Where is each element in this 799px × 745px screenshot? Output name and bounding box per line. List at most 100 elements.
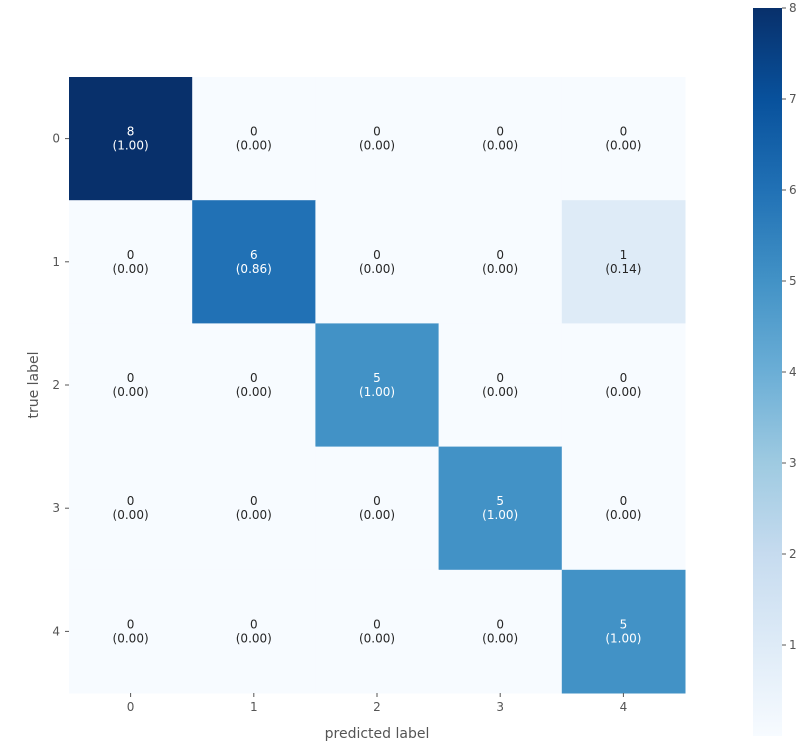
cell-count-label: 5 xyxy=(496,494,504,508)
x-tick-label: 1 xyxy=(250,700,258,714)
cell-fraction-label: (0.00) xyxy=(236,139,272,153)
cell-fraction-label: (0.86) xyxy=(236,262,272,276)
cell-fraction-label: (0.00) xyxy=(359,262,395,276)
cell-count-label: 0 xyxy=(496,248,504,262)
cell-count-label: 0 xyxy=(373,248,381,262)
heatmap-cell xyxy=(69,323,193,448)
cell-count-label: 0 xyxy=(250,617,258,631)
cell-count-label: 0 xyxy=(250,371,258,385)
cell-fraction-label: (0.00) xyxy=(482,385,518,399)
heatmap-cell xyxy=(561,569,686,694)
cell-count-label: 0 xyxy=(127,248,135,262)
cell-fraction-label: (0.00) xyxy=(113,262,149,276)
heatmap-cell xyxy=(69,446,193,571)
cell-count-label: 0 xyxy=(127,494,135,508)
heatmap-cell xyxy=(315,446,440,571)
y-tick-label: 2 xyxy=(52,378,60,392)
colorbar-tick-label: 3 xyxy=(789,456,797,470)
cell-fraction-label: (0.00) xyxy=(236,385,272,399)
colorbar-tick-label: 2 xyxy=(789,547,797,561)
x-tick-label: 0 xyxy=(127,700,135,714)
y-tick-label: 1 xyxy=(52,255,60,269)
cell-fraction-label: (0.00) xyxy=(359,139,395,153)
cell-count-label: 0 xyxy=(373,125,381,139)
y-tick-label: 0 xyxy=(52,132,60,146)
x-axis-ticks: 0 1 2 3 4 xyxy=(127,693,627,714)
cell-count-label: 1 xyxy=(620,248,628,262)
cell-count-label: 0 xyxy=(496,617,504,631)
heatmap-cell xyxy=(69,77,193,201)
heatmap-cell xyxy=(192,569,316,694)
cell-fraction-label: (0.00) xyxy=(605,385,641,399)
cell-count-label: 0 xyxy=(127,371,135,385)
cell-count-label: 5 xyxy=(373,371,381,385)
colorbar-tick-label: 5 xyxy=(789,274,797,288)
colorbar xyxy=(753,8,782,736)
heatmap-cell xyxy=(438,77,563,201)
heatmap-cell xyxy=(192,200,316,324)
cell-fraction-label: (0.00) xyxy=(359,631,395,645)
cell-count-label: 0 xyxy=(496,125,504,139)
cell-count-label: 0 xyxy=(620,494,628,508)
heatmap-cell xyxy=(69,569,193,694)
heatmap-cell xyxy=(192,323,316,448)
cell-count-label: 0 xyxy=(250,125,258,139)
y-tick-label: 3 xyxy=(52,501,60,515)
colorbar-tick-label: 6 xyxy=(789,183,797,197)
colorbar-tick-label: 7 xyxy=(789,92,797,106)
cell-fraction-label: (0.00) xyxy=(236,631,272,645)
cell-count-label: 0 xyxy=(496,371,504,385)
heatmap-cell xyxy=(192,77,316,201)
colorbar-tick-label: 8 xyxy=(789,1,797,15)
cell-fraction-label: (0.14) xyxy=(605,262,641,276)
heatmap-cell xyxy=(561,323,686,448)
cell-fraction-label: (0.00) xyxy=(482,631,518,645)
cell-fraction-label: (0.00) xyxy=(605,139,641,153)
cell-count-label: 8 xyxy=(127,125,135,139)
cell-fraction-label: (1.00) xyxy=(605,631,641,645)
y-tick-label: 4 xyxy=(52,624,60,638)
heatmap-cell xyxy=(561,446,686,571)
x-tick-label: 3 xyxy=(496,700,504,714)
cell-count-label: 0 xyxy=(620,125,628,139)
heatmap-cell xyxy=(561,200,686,324)
x-tick-label: 4 xyxy=(620,700,628,714)
cell-fraction-label: (1.00) xyxy=(482,508,518,522)
cell-count-label: 0 xyxy=(620,371,628,385)
cell-fraction-label: (0.00) xyxy=(113,385,149,399)
cell-fraction-label: (0.00) xyxy=(113,631,149,645)
heatmap-cell xyxy=(438,446,563,571)
x-tick-label: 2 xyxy=(373,700,381,714)
cell-count-label: 0 xyxy=(127,617,135,631)
heatmap-cell xyxy=(438,200,563,324)
heatmap-cells xyxy=(69,77,686,694)
cell-fraction-label: (0.00) xyxy=(605,508,641,522)
cell-count-label: 0 xyxy=(250,494,258,508)
cell-fraction-label: (1.00) xyxy=(113,139,149,153)
cell-fraction-label: (0.00) xyxy=(359,508,395,522)
heatmap-cell xyxy=(315,77,440,201)
cell-fraction-label: (0.00) xyxy=(113,508,149,522)
cell-fraction-label: (1.00) xyxy=(359,385,395,399)
heatmap-cell xyxy=(315,569,440,694)
x-axis-title: predicted label xyxy=(325,726,430,742)
cell-fraction-label: (0.00) xyxy=(482,262,518,276)
cell-count-label: 0 xyxy=(373,494,381,508)
heatmap-cell xyxy=(315,323,440,448)
heatmap-cell xyxy=(315,200,440,324)
heatmap-cell xyxy=(69,200,193,324)
cell-count-label: 5 xyxy=(620,617,628,631)
cell-count-label: 6 xyxy=(250,248,258,262)
cell-labels: 8(1.00)0(0.00)0(0.00)0(0.00)0(0.00)0(0.0… xyxy=(113,125,642,646)
y-axis-title: true label xyxy=(26,351,42,418)
heatmap-cell xyxy=(561,77,686,201)
colorbar-tick-label: 1 xyxy=(789,638,797,652)
cell-fraction-label: (0.00) xyxy=(482,139,518,153)
cell-count-label: 0 xyxy=(373,617,381,631)
heatmap-cell xyxy=(438,569,563,694)
colorbar-ticks: 1 2 3 4 5 6 7 8 xyxy=(782,1,797,652)
heatmap-cell xyxy=(192,446,316,571)
colorbar-tick-label: 4 xyxy=(789,365,797,379)
y-axis-ticks: 0 1 2 3 4 xyxy=(52,132,69,638)
